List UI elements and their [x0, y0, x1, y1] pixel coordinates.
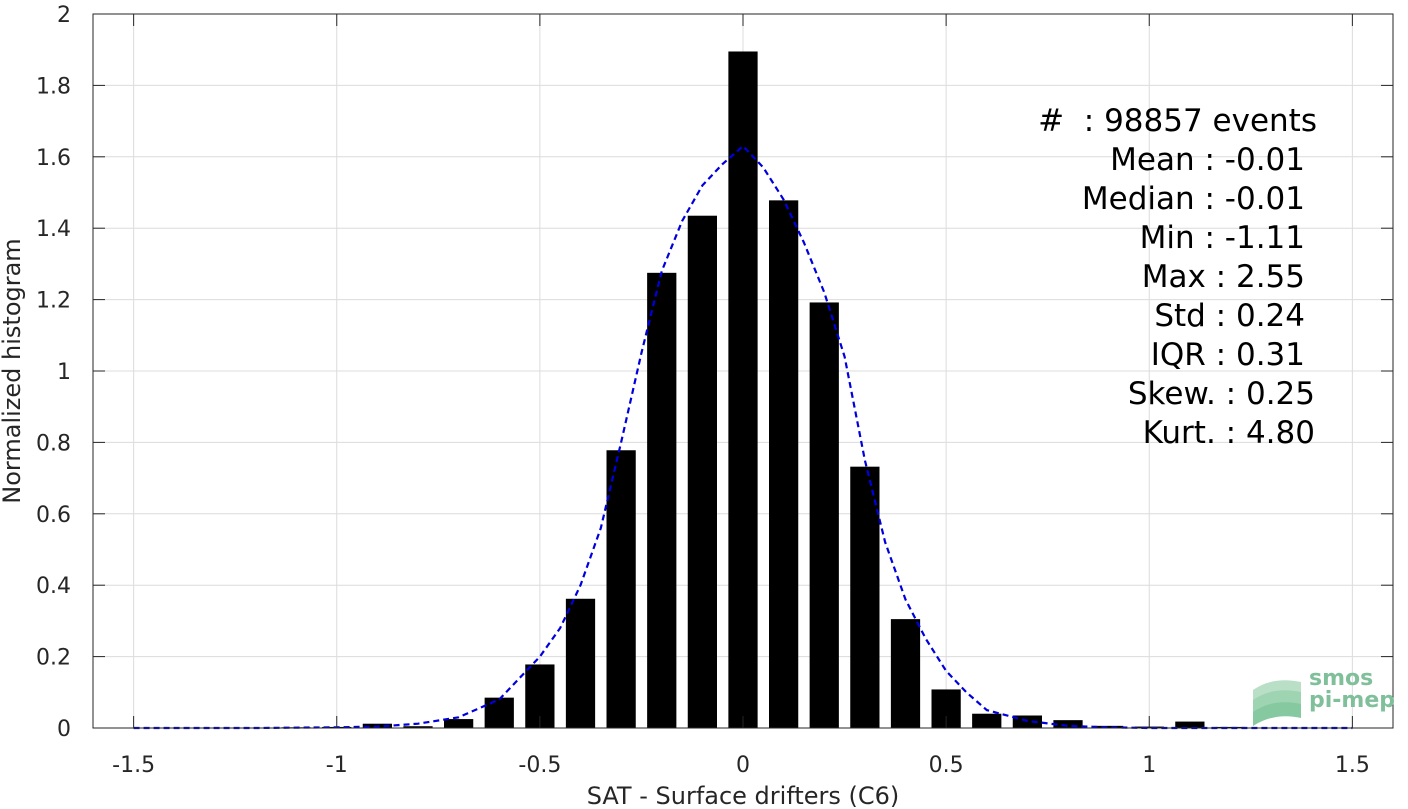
histogram-bar: [1215, 726, 1246, 728]
stat-line: # : 98857 events: [1038, 103, 1317, 139]
y-tick-label: 1.6: [36, 146, 71, 171]
stat-line: Kurt. : 4.80: [1142, 415, 1315, 451]
y-axis-label: Normalized histogram: [0, 238, 26, 503]
histogram-bar: [606, 450, 636, 728]
stat-line: IQR : 0.31: [1150, 337, 1305, 373]
stat-line: Std : 0.24: [1154, 298, 1305, 334]
stat-line: Mean : -0.01: [1110, 142, 1305, 178]
y-tick-labels: 0 0.2 0.4 0.6 0.8 1 1.2 1.4 1.6 1.8 2: [36, 3, 71, 742]
histogram-bar: [769, 200, 799, 728]
histogram-bar: [1053, 720, 1083, 728]
x-tick-label: 0.5: [929, 753, 964, 778]
y-tick-label: 0.4: [36, 574, 71, 599]
y-tick-label: 1.4: [36, 217, 71, 242]
histogram-bar: [1175, 721, 1205, 728]
x-tick-labels: -1.5 -1 -0.5 0 0.5 1 1.5: [112, 753, 1370, 778]
x-axis-label: SAT - Surface drifters (C6): [587, 782, 900, 809]
histogram-bar: [728, 51, 758, 729]
histogram-bar: [850, 466, 880, 728]
histogram-bar: [565, 598, 596, 728]
y-tick-label: 0.2: [36, 646, 71, 671]
histogram-bar: [403, 726, 433, 728]
histogram-bars: [281, 51, 1246, 729]
x-tick-label: 1.5: [1335, 753, 1370, 778]
stat-line: Min : -1.11: [1139, 220, 1305, 256]
histogram-bar: [809, 302, 839, 728]
x-tick-label: -1: [326, 753, 348, 778]
x-tick-label: -1.5: [112, 753, 155, 778]
y-tick-label: 1: [57, 360, 71, 385]
histogram-bar: [444, 719, 474, 728]
logo-text-smos: smos: [1309, 666, 1373, 691]
logo-wave-icon-3: [1253, 702, 1301, 726]
histogram-bar: [687, 215, 717, 728]
logo-text-pimep: pi-mep: [1309, 688, 1395, 713]
histogram-bar: [1094, 725, 1124, 728]
histogram-bar: [647, 272, 677, 728]
axes: [92, 13, 1394, 729]
y-tick-label: 1.2: [36, 289, 71, 314]
stat-line: Skew. : 0.25: [1127, 376, 1315, 412]
x-tick-label: 1: [1142, 753, 1156, 778]
y-tick-label: 0.6: [36, 503, 71, 528]
histogram-bar: [890, 619, 921, 728]
x-tick-label: -0.5: [518, 753, 561, 778]
y-tick-label: 1.8: [36, 74, 71, 99]
y-tick-label: 0.8: [36, 431, 71, 456]
y-tick-label: 2: [57, 3, 71, 28]
smos-pimep-logo: smos pi-mep: [1253, 666, 1395, 726]
stat-line: Median : -0.01: [1081, 181, 1305, 217]
fit-curve: [133, 144, 1353, 730]
x-tick-label: 0: [736, 753, 750, 778]
stat-line: Max : 2.55: [1141, 259, 1305, 295]
y-tick-label: 0: [57, 717, 71, 742]
histogram-bar: [972, 713, 1002, 728]
histogram-bar: [484, 697, 514, 728]
